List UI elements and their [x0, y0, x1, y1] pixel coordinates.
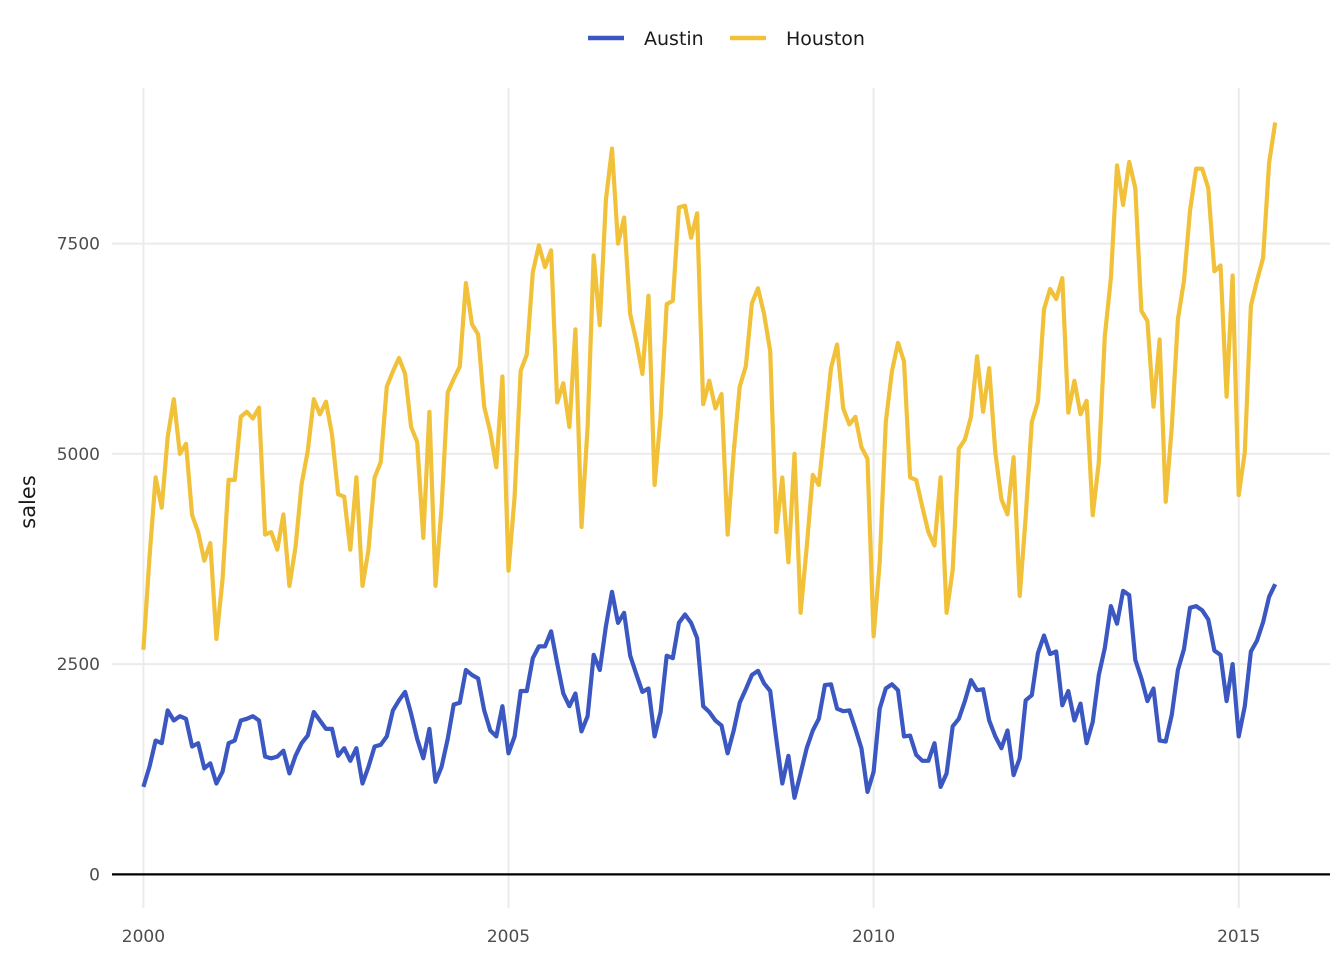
y-tick-label: 0 [89, 865, 100, 885]
legend-label: Austin [644, 28, 704, 50]
y-tick-label: 5000 [57, 445, 100, 465]
y-axis-title: sales [16, 475, 40, 529]
series-line-houston [141, 122, 1278, 650]
horizontal-gridlines [112, 242, 1330, 666]
legend-item-houston: Houston [730, 28, 865, 50]
legend-item-austin: Austin [588, 28, 704, 50]
legend-label: Houston [786, 28, 865, 50]
series-line-austin [141, 583, 1278, 800]
x-tick-label: 2000 [122, 927, 165, 947]
y-tick-label: 2500 [57, 655, 100, 675]
series-layer [141, 122, 1278, 800]
y-axis-ticks: 0 2500 5000 7500 [57, 235, 100, 886]
x-tick-label: 2005 [487, 927, 530, 947]
vertical-gridlines [142, 88, 1240, 908]
x-axis-ticks: 2000 2005 2010 2015 [122, 927, 1261, 947]
legend: Austin Houston [588, 28, 865, 50]
x-tick-label: 2010 [852, 927, 895, 947]
y-tick-label: 7500 [57, 235, 100, 255]
x-tick-label: 2015 [1217, 927, 1260, 947]
